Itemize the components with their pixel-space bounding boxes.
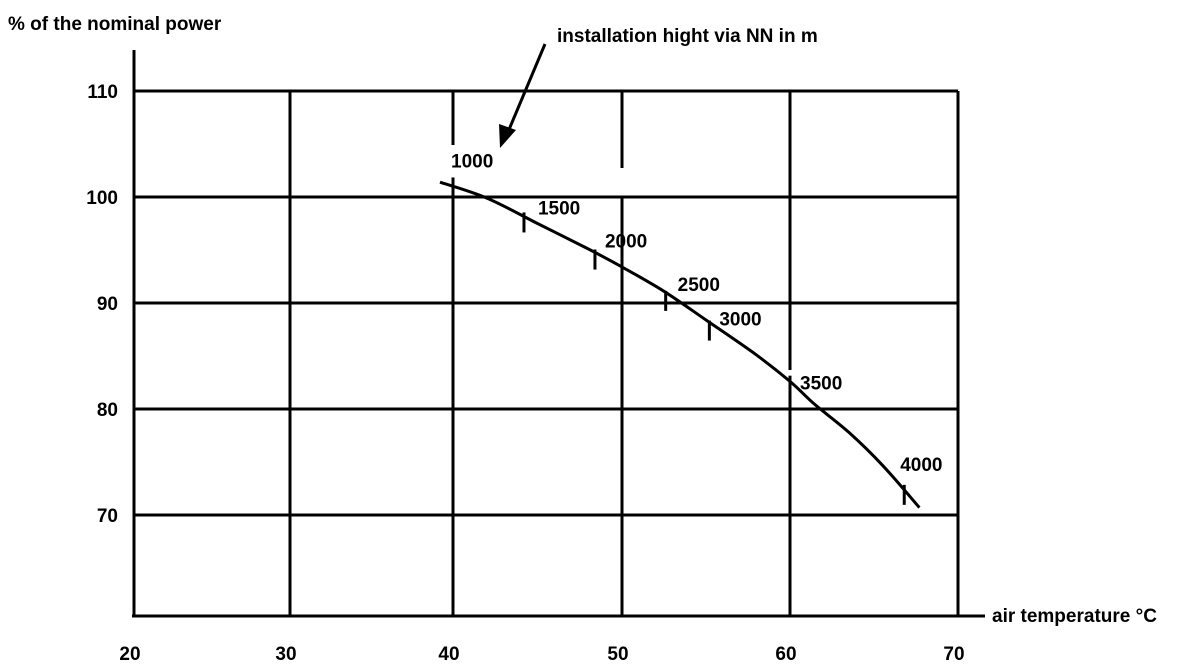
y-tick-label: 110: [87, 82, 118, 103]
annotation-arrow: [499, 43, 547, 148]
y-axis-label: % of the nominal power: [8, 14, 222, 35]
altitude-label: 1000: [451, 151, 493, 172]
x-tick-label: 20: [119, 644, 140, 665]
y-tick-label: 90: [97, 294, 118, 315]
grid: [134, 89, 960, 616]
y-tick-label: 70: [97, 506, 118, 527]
x-axis-label: air temperature °C: [992, 606, 1157, 627]
x-tick-label: 30: [275, 644, 296, 665]
x-tick-labels: 20 30 40 50 60 70: [119, 644, 964, 665]
annotation-arrow-shaft: [506, 43, 547, 133]
altitude-label: 3500: [800, 374, 842, 395]
x-tick-label: 40: [438, 644, 459, 665]
altitude-label: 1500: [538, 198, 580, 219]
series: [439, 180, 921, 509]
annotation-text: installation hight via NN in m: [557, 26, 818, 47]
y-tick-labels: 70 80 90 100 110: [86, 82, 118, 527]
y-tick-label: 100: [86, 188, 118, 209]
altitude-marks: 1000 1500 2000 2500 3000 3500 4000: [451, 151, 943, 505]
annotation-arrow-head: [499, 124, 516, 148]
altitude-label: 2500: [678, 275, 720, 296]
x-tick-label: 50: [607, 644, 628, 665]
x-tick-label: 60: [775, 644, 796, 665]
altitude-label: 4000: [900, 455, 942, 476]
series-line: [439, 180, 921, 509]
altitude-label: 3000: [719, 310, 761, 331]
y-tick-label: 80: [97, 400, 118, 421]
axes: [132, 50, 985, 618]
x-tick-label: 70: [943, 644, 964, 665]
altitude-label: 2000: [605, 232, 647, 253]
